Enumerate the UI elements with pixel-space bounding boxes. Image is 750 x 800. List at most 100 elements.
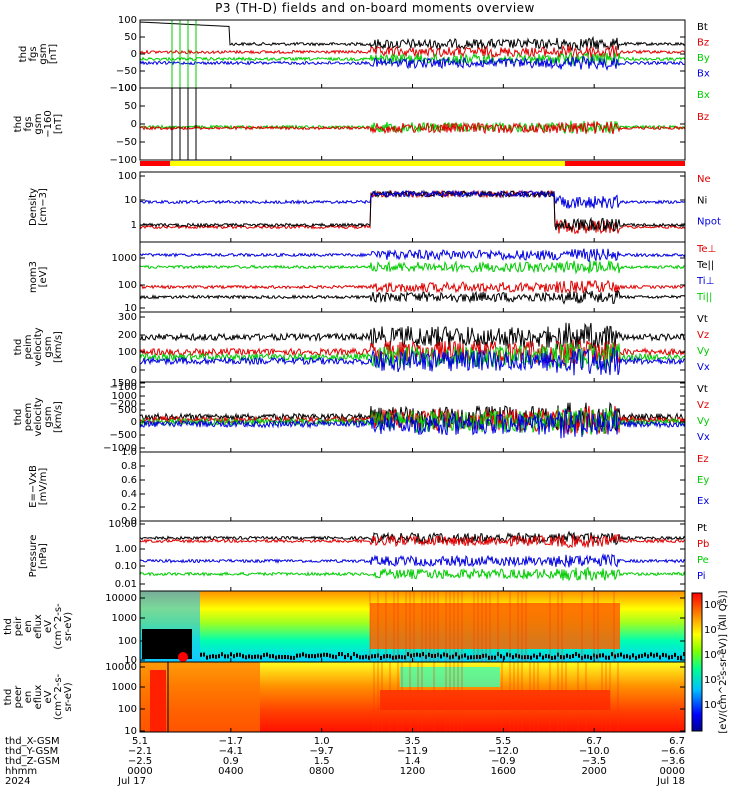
ephemeris-value: 1200 (400, 766, 425, 777)
ephemeris-row-label: thd_Y-GSM (5, 746, 58, 757)
noise-pixel (488, 655, 490, 660)
noise-pixel (542, 655, 544, 660)
ephemeris-value: −11.9 (397, 746, 428, 757)
legend-ti: Ti⊥ (696, 276, 714, 287)
noise-pixel (206, 655, 208, 660)
y-axis-label-line: −160 (43, 110, 54, 137)
noise-pixel (494, 655, 496, 660)
noise-pixel (344, 655, 346, 660)
y-tick-label: −200 (110, 399, 137, 410)
noise-pixel (350, 655, 352, 660)
noise-pixel (281, 655, 283, 660)
noise-pixel (215, 654, 217, 659)
ephemeris-value: 3.5 (405, 736, 421, 747)
y-tick-label: 100 (118, 171, 137, 182)
y-tick-label: 1000 (112, 613, 137, 624)
noise-pixel (665, 653, 667, 658)
noise-pixel (605, 655, 607, 660)
noise-pixel (548, 654, 550, 659)
noise-pixel (596, 654, 598, 659)
y-axis-label: Density[cm−3] (28, 188, 49, 226)
y-tick-label: 10000 (105, 662, 137, 673)
y-tick-label: 100 (118, 704, 137, 715)
legend-pb: Pb (697, 539, 709, 550)
y-tick-label: 1000 (112, 391, 137, 402)
panel-temperature: 1000 100 10 mom3[eV] Te⊥ Te|| Ti⊥ Ti|| (28, 241, 716, 314)
y-axis-label-line: E=−VxB (28, 465, 39, 508)
noise-pixel (311, 654, 313, 659)
noise-pixel (422, 652, 424, 657)
y-tick-label: 0.2 (121, 502, 137, 513)
y-tick-label: −100 (110, 155, 137, 166)
noise-pixel (650, 652, 652, 657)
noise-pixel (284, 654, 286, 659)
colorbar-tick-label: 10⁷ (704, 625, 721, 636)
legend-bx: Bx (697, 69, 710, 80)
y-axis-label-line: [nT] (48, 44, 59, 64)
noise-pixel (626, 654, 628, 659)
ephemeris-value: 0000 (660, 766, 685, 777)
noise-pixel (539, 652, 541, 657)
y-tick-label: 0 (131, 417, 137, 428)
y-tick-label: −50 (116, 137, 137, 148)
y-axis-label-line: Pressure (28, 535, 39, 578)
legend-pe: Pe (697, 555, 709, 566)
noise-pixel (551, 655, 553, 660)
noise-pixel (209, 654, 211, 659)
legend-ez: Ez (697, 454, 709, 465)
legend-vt: Vt (697, 314, 708, 325)
y-axis-label: Pressure[nPa] (28, 535, 49, 578)
colorbar-gradient (691, 592, 703, 732)
legend-pi: Pi (697, 571, 706, 582)
y-tick-label: 50 (124, 32, 137, 43)
noise-pixel (386, 654, 388, 659)
panel-pressure: 10.00 1.00 0.10 0.01 Pressure[nPa] Pt Pb Pe Pi (28, 519, 709, 592)
noise-pixel (476, 654, 478, 659)
y-axis-label-line: peem (23, 403, 34, 431)
noise-pixel (272, 654, 274, 659)
noise-pixel (323, 652, 325, 657)
noise-pixel (677, 655, 679, 660)
noise-pixel (578, 653, 580, 658)
noise-pixel (470, 655, 472, 660)
noise-pixel (401, 655, 403, 660)
colorbar-tick-label: 10⁸ (704, 600, 721, 611)
y-axis-label: thdpeemvelocitygsm[km/s] (13, 397, 64, 436)
noise-pixel (590, 655, 592, 660)
noise-pixel (230, 652, 232, 657)
y-tick-label: −500 (110, 430, 137, 441)
ephemeris-value: −1.7 (219, 736, 243, 747)
ephemeris-value: Jul 17 (117, 776, 146, 787)
legend-bz: Bz (697, 112, 709, 123)
noise-pixel (452, 654, 454, 659)
y-tick-label: 0.01 (115, 579, 137, 590)
noise-pixel (299, 653, 301, 658)
noise-pixel (527, 655, 529, 660)
ephemeris-row-label: thd_Z-GSM (5, 756, 60, 767)
noise-pixel (224, 654, 226, 659)
y-axis-label-line: Density (28, 188, 39, 226)
y-tick-label: −100 (110, 382, 137, 393)
noise-pixel (326, 652, 328, 657)
noise-pixel (353, 652, 355, 657)
noise-pixel (644, 652, 646, 657)
y-tick-label: 0.6 (121, 475, 137, 486)
noise-pixel (341, 652, 343, 657)
noise-pixel (464, 653, 466, 658)
legend-pt: Pt (697, 523, 707, 534)
noise-pixel (242, 654, 244, 659)
y-axis-label-line: eV (43, 620, 54, 633)
noise-pixel (263, 653, 265, 658)
y-tick-label: 0.8 (121, 461, 137, 472)
noise-pixel (641, 653, 643, 658)
legend-ex: Ex (697, 496, 709, 507)
plasma-sheet-band (370, 603, 620, 649)
noise-pixel (392, 655, 394, 660)
series-vz-trace (139, 339, 686, 367)
ephemeris-value: −12.0 (488, 746, 519, 757)
noise-pixel (599, 653, 601, 658)
y-axis-label-line: thd (3, 689, 14, 706)
y-axis-label: mom3[eV] (28, 261, 49, 293)
noise-pixel (629, 655, 631, 660)
